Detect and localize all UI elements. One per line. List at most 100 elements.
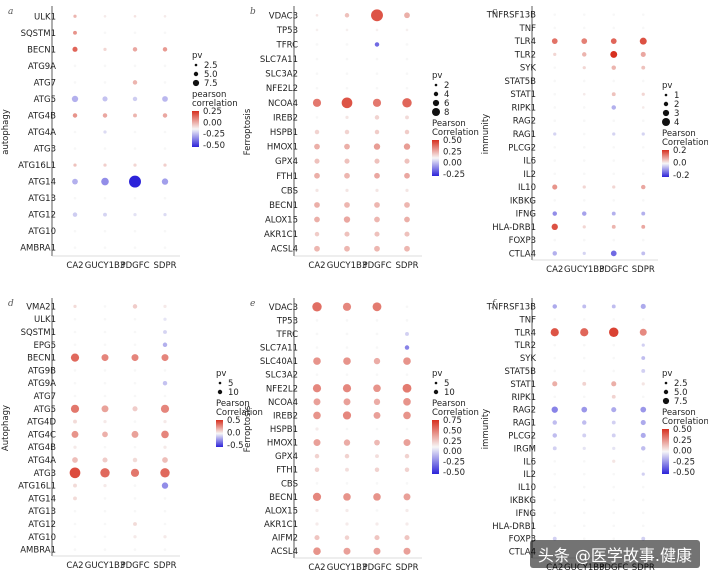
legend-pv-label: 2 (674, 100, 679, 110)
legend-pv-dot (662, 397, 670, 405)
dot-FOXP3-CA2 (553, 238, 557, 242)
dot-TLR4-SDPR (639, 328, 647, 336)
panel-letter-f: f (491, 299, 497, 309)
dot-STAT5B-CA2 (553, 79, 557, 83)
legend-pv-dot (217, 389, 223, 395)
row-label: TP53 (276, 316, 298, 326)
dot-SLC3A2-SDPR (405, 72, 409, 75)
dot-CBS-GUCY1B3 (345, 482, 349, 485)
dot-HMOX1-SDPR (403, 143, 411, 150)
dot-GPX4-GUCY1B3 (344, 453, 350, 459)
dot-IL6-SDPR (641, 459, 645, 463)
legend-corr-tick: 0.50 (443, 426, 462, 436)
dot-PLCG2-GUCY1B3 (582, 145, 586, 149)
dot-IFNG-PDGFC (612, 511, 616, 515)
dot-STAT1-GUCY1B3 (582, 381, 587, 386)
dot-TLR2-PDGFC (610, 50, 618, 58)
dot-HMOX1-SDPR (403, 439, 411, 447)
dot-SYK-PDGFC (611, 65, 616, 70)
dot-IREB2-PDGFC (373, 411, 381, 419)
dot-ATG7-SDPR (163, 394, 167, 398)
legend-corr-title: pearson (192, 90, 226, 100)
dot-RAG2-GUCY1B3 (581, 406, 588, 413)
dot-ALOX15-PDGFC (375, 509, 379, 512)
row-label: STAT5B (504, 77, 536, 87)
dot-SLC7A11-PDGFC (375, 346, 379, 349)
row-label: HSPB1 (270, 425, 298, 435)
dot-ATG5-SDPR (160, 404, 170, 413)
dot-ATG3-PDGFC (130, 468, 140, 477)
dot-TP53-GUCY1B3 (345, 28, 349, 32)
dot-SLC3A2-CA2 (315, 72, 319, 75)
dot-GPX4-CA2 (314, 453, 320, 459)
legend-corr-tick: 0.00 (443, 159, 462, 169)
column-label: PDGFC (362, 261, 391, 271)
dot-AKR1C1-GUCY1B3 (344, 231, 350, 237)
dot-SYK-GUCY1B3 (582, 66, 586, 70)
dot-TNFRSF13B-PDGFC (612, 13, 616, 16)
row-label: GPX4 (275, 157, 298, 167)
dot-VDAC3-CA2 (312, 302, 322, 312)
column-label: CA2 (308, 261, 325, 271)
dot-ATG16L1-SDPR (163, 163, 167, 167)
dot-ATG14-SDPR (161, 178, 169, 185)
dot-GPX4-CA2 (314, 158, 320, 164)
row-label: STAT5B (504, 367, 536, 377)
dot-ATG4A-GUCY1B3 (102, 457, 108, 463)
dot-BECN1-CA2 (72, 46, 78, 52)
dot-IREB2-GUCY1B3 (345, 115, 349, 120)
dot-ATG13-CA2 (73, 509, 77, 513)
dot-RAG2-GUCY1B3 (582, 119, 586, 123)
legend-corr-tick: 0.50 (673, 425, 692, 435)
row-label: SQSTM1 (21, 29, 56, 39)
dot-BECN1-CA2 (312, 492, 322, 501)
column-label: PDGFC (599, 563, 628, 573)
dot-BECN1-GUCY1B3 (101, 354, 109, 362)
legend-corr-tick: -0.25 (203, 130, 225, 140)
row-label: BECN1 (27, 354, 56, 364)
row-label: RAG2 (513, 117, 536, 127)
dot-ATG4B-PDGFC (133, 445, 137, 449)
legend-pv-dot (433, 91, 439, 97)
dot-TFRC-GUCY1B3 (345, 332, 349, 336)
y-axis-title: immunity (481, 114, 491, 154)
row-label: AKR1C1 (264, 230, 298, 240)
dot-HSPB1-PDGFC (374, 129, 380, 135)
column-label: GUCY1B3 (327, 261, 367, 271)
column-label: CA2 (308, 563, 325, 573)
legend-pv-label: 6 (444, 99, 449, 109)
legend-pv-dot (194, 63, 198, 67)
panel-b: b VDAC3 TP53 TFRC SLC7A11 SLC3A2 NFE2L2 NCOA4 IR… (243, 6, 479, 271)
dot-VDAC3-SDPR (404, 12, 410, 19)
y-axis-title: immunity (481, 409, 491, 449)
column-label: GUCY1B3 (85, 261, 125, 271)
column-label: GUCY1B3 (327, 563, 367, 573)
dot-CTLA4-PDGFC (610, 250, 617, 257)
dot-AKR1C1-PDGFC (374, 231, 380, 237)
row-label: ULK1 (34, 12, 56, 22)
legend-pv-title: pv (662, 81, 672, 91)
dot-ALOX15-CA2 (315, 508, 319, 513)
dot-ATG3-CA2 (73, 147, 77, 150)
legend-corr-title: Correlation (662, 417, 708, 427)
dot-RAG1-CA2 (553, 132, 557, 136)
dot-FTH1-PDGFC (374, 172, 380, 179)
row-label: ALOX15 (265, 506, 298, 516)
dot-ATG5-SDPR (162, 96, 168, 102)
dot-ACSL4-GUCY1B3 (343, 547, 351, 555)
dot-EPG5-CA2 (73, 343, 77, 347)
legend-pv-dot (662, 109, 670, 117)
dot-SLC3A2-CA2 (315, 373, 319, 376)
panel-letter-d: d (8, 299, 14, 309)
dot-RAG1-PDGFC (612, 132, 616, 136)
row-label: ATG4A (28, 456, 56, 466)
dot-AKR1C1-GUCY1B3 (345, 522, 349, 526)
dot-HLA-DRB1-GUCY1B3 (582, 225, 586, 229)
dot-ACSL4-CA2 (314, 245, 320, 252)
dot-RIPK1-SDPR (641, 106, 645, 109)
column-label: SDPR (632, 265, 655, 275)
dot-ATG4A-CA2 (72, 457, 78, 463)
dot-FTH1-SDPR (404, 172, 410, 179)
row-label: TFRC (276, 40, 299, 50)
dot-IREB2-CA2 (315, 116, 319, 119)
